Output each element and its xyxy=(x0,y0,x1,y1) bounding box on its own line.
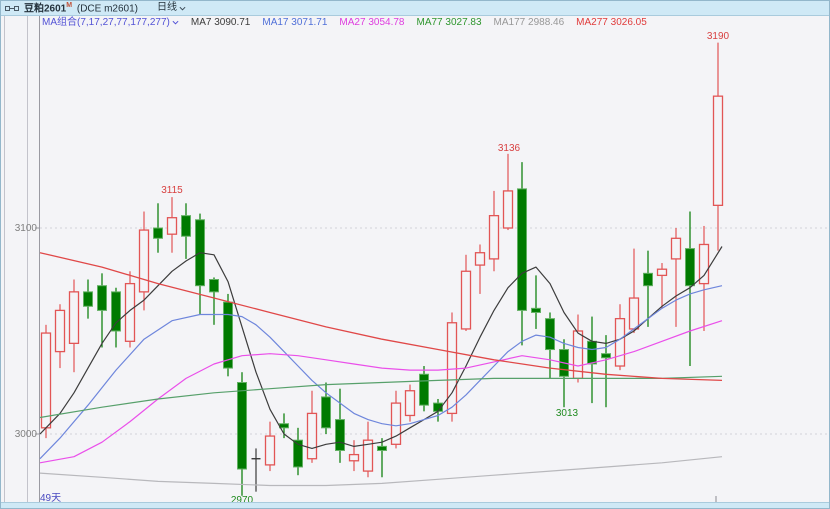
ma-value-ma277: MA277 3026.05 xyxy=(576,17,647,28)
candlestick-bar[interactable] xyxy=(264,421,276,472)
ma-value-ma77: MA77 3027.83 xyxy=(416,17,482,28)
candlestick-bar[interactable] xyxy=(181,203,191,259)
candlestick-bar[interactable] xyxy=(390,390,402,449)
ma7-line xyxy=(39,246,723,449)
y-axis-label: 3000 xyxy=(15,429,38,440)
price-annotation: 3190 xyxy=(707,31,730,42)
candlestick-bar[interactable] xyxy=(195,213,205,315)
period-label: 日线 xyxy=(157,2,178,13)
candlestick-bar[interactable] xyxy=(348,440,360,472)
candlestick-bar[interactable] xyxy=(474,244,486,294)
candlestick-bar[interactable] xyxy=(559,339,569,408)
chevron-down-icon xyxy=(172,20,179,25)
instrument-name: 豆粕2601 xyxy=(24,3,67,15)
candlestick-bar[interactable] xyxy=(209,277,219,325)
candlestick-bar[interactable] xyxy=(502,153,514,231)
price-annotation: 3136 xyxy=(498,143,521,154)
candlestick-bar[interactable] xyxy=(54,304,66,369)
candlestick-bar[interactable] xyxy=(362,421,374,478)
candlestick-bar[interactable] xyxy=(293,427,303,476)
candlestick-bar[interactable] xyxy=(68,279,80,373)
ma-value-ma27: MA27 3054.78 xyxy=(339,17,405,28)
candlestick-bar[interactable] xyxy=(404,384,416,422)
candlestick-bar[interactable] xyxy=(531,275,541,329)
candlestick-bar[interactable] xyxy=(712,42,724,251)
price-annotation: 2970 xyxy=(231,495,254,506)
candlestick-bar[interactable] xyxy=(628,248,640,334)
candlestick-bar[interactable] xyxy=(685,211,695,367)
ma-settings-dropdown[interactable]: MA组合(7,17,27,77,177,277) xyxy=(42,16,179,29)
candlestick-bar[interactable] xyxy=(124,271,136,348)
candlestick-bar[interactable] xyxy=(587,316,597,404)
ma-value-ma17: MA17 3071.71 xyxy=(262,17,328,28)
ma277-line xyxy=(39,252,723,382)
candlestick-bar[interactable] xyxy=(40,324,52,439)
candlestick-bar[interactable] xyxy=(446,312,458,422)
price-annotation: 3115 xyxy=(161,185,183,196)
grid-layer xyxy=(35,227,829,504)
ma177-line xyxy=(39,456,723,487)
ma-values: MA7 3090.71 MA17 3071.71 MA27 3054.78 MA77 … xyxy=(191,16,647,29)
ma17-line xyxy=(39,285,723,460)
candlestick-bar[interactable] xyxy=(545,312,555,379)
candlestick-bar[interactable] xyxy=(97,273,107,348)
ma-value-ma177: MA177 2988.46 xyxy=(493,17,565,28)
candlestick-bar[interactable] xyxy=(517,162,527,346)
price-annotation: 3013 xyxy=(556,408,579,419)
candlestick-bar[interactable] xyxy=(111,287,121,348)
period-dropdown[interactable]: 日线 xyxy=(157,1,186,15)
instrument-title: 豆粕2601M (DCE m2601) xyxy=(24,1,139,17)
candlestick-bar[interactable] xyxy=(223,293,233,377)
candlestick-bar[interactable] xyxy=(153,203,163,253)
candlestick-bar[interactable] xyxy=(166,197,178,253)
labels-layer: 3100 3000 3115 3136 3190 2970 3013 49天 xyxy=(15,31,730,506)
candlestick-bar[interactable] xyxy=(670,228,682,327)
candlestick-bar[interactable] xyxy=(237,372,247,496)
candlestick-bar[interactable] xyxy=(83,279,93,319)
candlestick-bar[interactable] xyxy=(656,263,668,309)
candlestick-bar[interactable] xyxy=(419,366,429,412)
link-windows-icon[interactable] xyxy=(5,4,19,13)
candlestick-bar[interactable] xyxy=(335,388,345,463)
ma-value-ma7: MA7 3090.71 xyxy=(190,17,251,28)
ma-group-label: MA组合(7,17,27,77,177,277) xyxy=(42,17,170,28)
candlestick-bar[interactable] xyxy=(460,254,472,331)
candle-layer xyxy=(40,42,724,496)
candlestick-bar[interactable] xyxy=(698,225,710,331)
bottom-window-strip xyxy=(1,502,829,508)
instrument-flag: M xyxy=(66,2,73,10)
chevron-down-icon xyxy=(179,6,186,11)
visible-days-label: 49天 xyxy=(40,493,61,504)
ma77-line xyxy=(39,375,723,419)
candlestick-bar[interactable] xyxy=(321,382,331,435)
title-bar: 豆粕2601M (DCE m2601) 日线 xyxy=(1,1,829,16)
candlestick-bar[interactable] xyxy=(488,190,500,272)
instrument-code: (DCE m2601) xyxy=(76,3,139,15)
candlestick-bar[interactable] xyxy=(306,390,318,463)
indicator-bar: MA组合(7,17,27,77,177,277) MA7 3090.71 MA17… xyxy=(42,16,647,29)
y-axis-label: 3100 xyxy=(15,223,38,234)
candlestick-bar[interactable] xyxy=(643,250,653,327)
candlestick-bar[interactable] xyxy=(377,438,387,478)
ma-lines-layer xyxy=(39,246,723,487)
candlestick-bar[interactable] xyxy=(138,211,150,311)
